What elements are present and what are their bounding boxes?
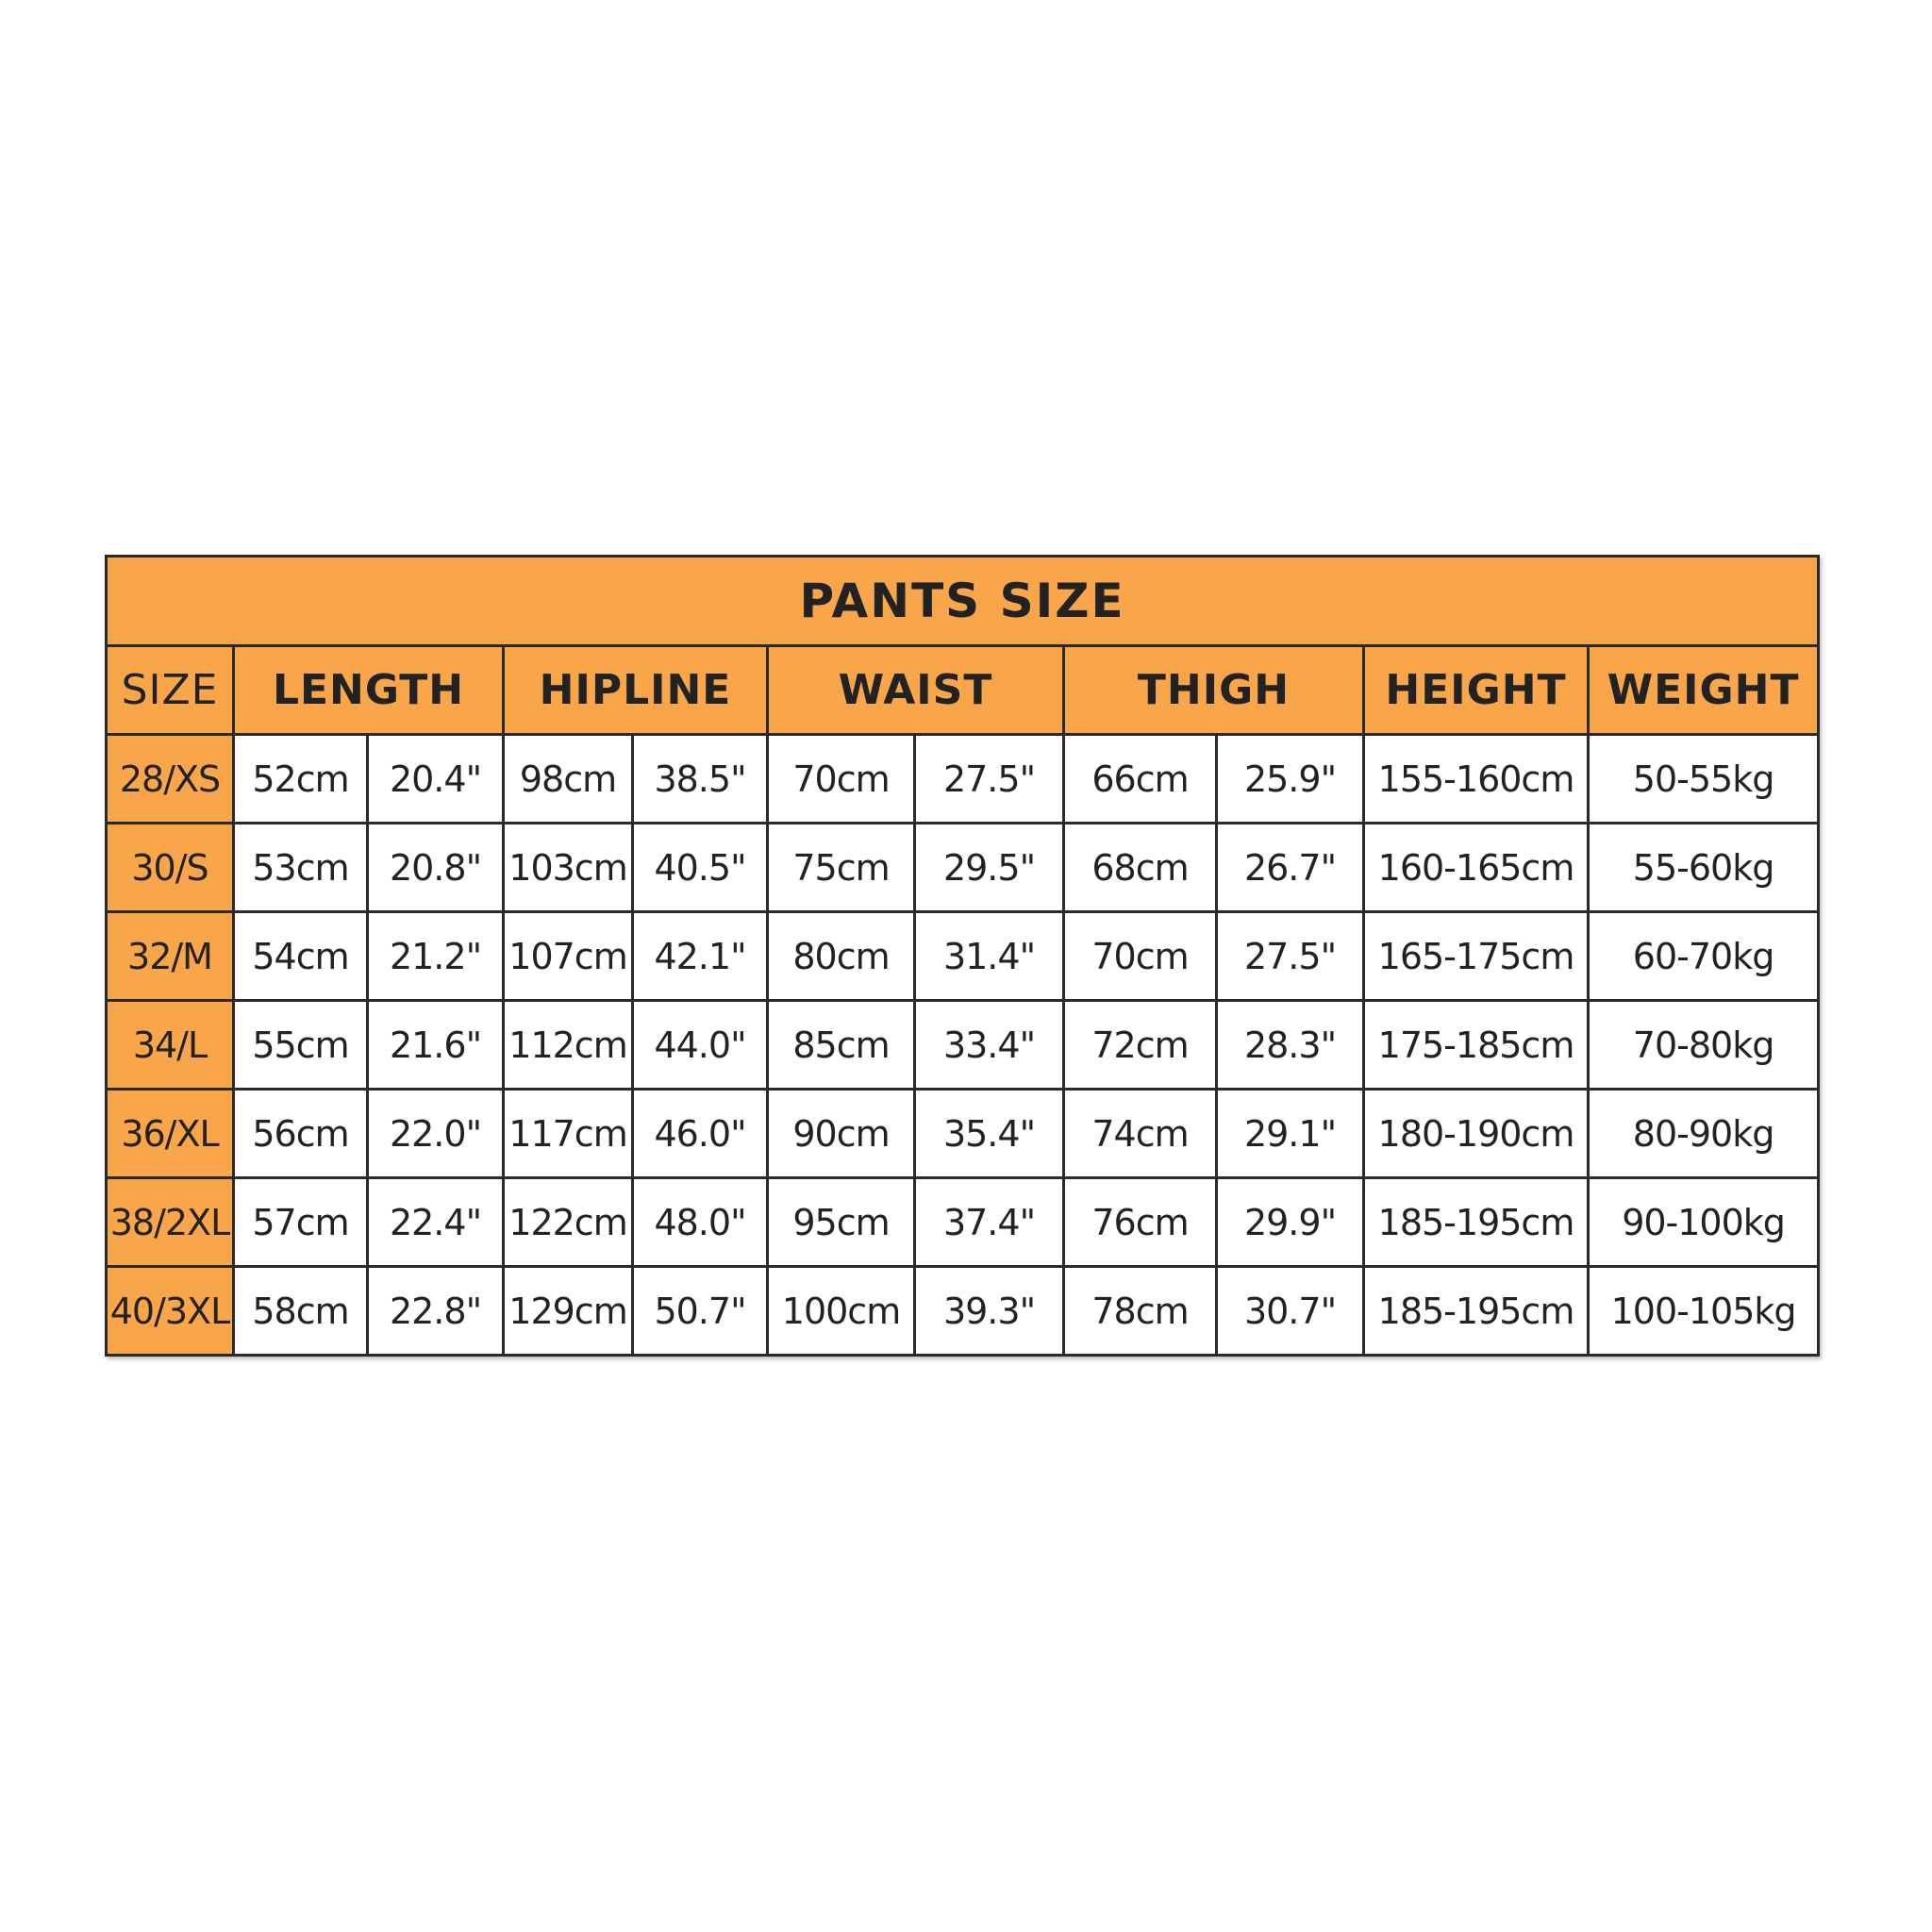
header-length: LENGTH [232,644,505,736]
cell-height: 185-195cm [1362,1265,1590,1357]
cell-waist-in: 31.4" [913,910,1065,1002]
cell-waist-cm: 70cm [766,733,916,824]
cell-weight: 55-60kg [1586,822,1821,913]
header-size: SIZE [105,644,235,736]
cell-length-in: 22.4" [366,1176,505,1268]
cell-thigh-in: 29.9" [1215,1176,1365,1268]
cell-waist-in: 29.5" [913,822,1065,913]
cell-waist-cm: 85cm [766,999,916,1091]
cell-height: 155-160cm [1362,733,1590,824]
cell-hipline-cm: 129cm [502,1265,634,1357]
cell-length-cm: 58cm [232,1265,369,1357]
chart-title: PANTS SIZE [104,555,1821,647]
cell-length-cm: 54cm [232,910,369,1002]
pants-size-chart: PANTS SIZE SIZE LENGTH HIPLINE WAIST THI… [104,555,1821,1357]
cell-hipline-cm: 112cm [502,999,634,1091]
cell-thigh-in: 28.3" [1215,999,1365,1091]
cell-waist-cm: 80cm [766,910,916,1002]
cell-weight: 100-105kg [1586,1265,1821,1357]
cell-length-in: 22.0" [366,1088,505,1179]
cell-thigh-in: 25.9" [1215,733,1365,824]
table-row: 40/3XL 58cm 22.8" 129cm 50.7" 100cm 39.3" 78cm 3… [105,1265,1821,1357]
cell-waist-in: 37.4" [913,1176,1065,1268]
cell-length-in: 20.4" [366,733,505,824]
cell-waist-cm: 95cm [766,1176,916,1268]
cell-hipline-cm: 98cm [502,733,634,824]
cell-hipline-cm: 122cm [502,1176,634,1268]
cell-size: 28/XS [105,733,235,824]
cell-thigh-cm: 76cm [1062,1176,1218,1268]
cell-thigh-cm: 74cm [1062,1088,1218,1179]
cell-weight: 50-55kg [1586,733,1821,824]
cell-size: 38/2XL [105,1176,235,1268]
cell-hipline-in: 50.7" [631,1265,769,1357]
cell-weight: 80-90kg [1586,1088,1821,1179]
cell-thigh-in: 29.1" [1215,1088,1365,1179]
cell-waist-cm: 90cm [766,1088,916,1179]
cell-length-cm: 55cm [232,999,369,1091]
cell-size: 36/XL [105,1088,235,1179]
cell-hipline-in: 46.0" [631,1088,769,1179]
cell-size: 32/M [105,910,235,1002]
cell-hipline-in: 40.5" [631,822,769,913]
cell-waist-in: 27.5" [913,733,1065,824]
cell-length-in: 21.2" [366,910,505,1002]
cell-waist-in: 35.4" [913,1088,1065,1179]
cell-hipline-in: 44.0" [631,999,769,1091]
cell-height: 180-190cm [1362,1088,1590,1179]
cell-size: 40/3XL [105,1265,235,1357]
cell-length-cm: 56cm [232,1088,369,1179]
cell-length-cm: 57cm [232,1176,369,1268]
header-row: SIZE LENGTH HIPLINE WAIST THIGH HEIGHT W… [105,644,1821,736]
cell-length-cm: 53cm [232,822,369,913]
cell-weight: 90-100kg [1586,1176,1821,1268]
cell-hipline-cm: 103cm [502,822,634,913]
cell-length-in: 22.8" [366,1265,505,1357]
table-row: 36/XL 56cm 22.0" 117cm 46.0" 90cm 35.4" 74cm 29.… [105,1088,1821,1179]
header-waist: WAIST [766,644,1065,736]
cell-height: 175-185cm [1362,999,1590,1091]
cell-thigh-cm: 78cm [1062,1265,1218,1357]
cell-hipline-cm: 107cm [502,910,634,1002]
cell-hipline-cm: 117cm [502,1088,634,1179]
cell-thigh-in: 30.7" [1215,1265,1365,1357]
table-row: 34/L 55cm 21.6" 112cm 44.0" 85cm 33.4" 72cm 28.3… [105,999,1821,1091]
cell-height: 165-175cm [1362,910,1590,1002]
cell-thigh-cm: 66cm [1062,733,1218,824]
cell-hipline-in: 38.5" [631,733,769,824]
title-row: PANTS SIZE [104,555,1821,647]
cell-thigh-in: 27.5" [1215,910,1365,1002]
cell-thigh-cm: 68cm [1062,822,1218,913]
cell-length-in: 21.6" [366,999,505,1091]
cell-weight: 60-70kg [1586,910,1821,1002]
cell-height: 160-165cm [1362,822,1590,913]
cell-thigh-in: 26.7" [1215,822,1365,913]
cell-waist-in: 39.3" [913,1265,1065,1357]
cell-height: 185-195cm [1362,1176,1590,1268]
cell-hipline-in: 48.0" [631,1176,769,1268]
table-row: 28/XS 52cm 20.4" 98cm 38.5" 70cm 27.5" 66cm 25.9… [105,733,1821,824]
header-hipline: HIPLINE [502,644,769,736]
cell-weight: 70-80kg [1586,999,1821,1091]
cell-waist-cm: 75cm [766,822,916,913]
header-thigh: THIGH [1062,644,1365,736]
cell-thigh-cm: 72cm [1062,999,1218,1091]
table-row: 38/2XL 57cm 22.4" 122cm 48.0" 95cm 37.4" 76cm 29… [105,1176,1821,1268]
cell-thigh-cm: 70cm [1062,910,1218,1002]
cell-size: 34/L [105,999,235,1091]
cell-waist-cm: 100cm [766,1265,916,1357]
header-weight: WEIGHT [1586,644,1821,736]
cell-size: 30/S [105,822,235,913]
cell-waist-in: 33.4" [913,999,1065,1091]
cell-length-cm: 52cm [232,733,369,824]
cell-length-in: 20.8" [366,822,505,913]
cell-hipline-in: 42.1" [631,910,769,1002]
header-height: HEIGHT [1362,644,1590,736]
table-row: 30/S 53cm 20.8" 103cm 40.5" 75cm 29.5" 68cm 26.7… [105,822,1821,913]
table-row: 32/M 54cm 21.2" 107cm 42.1" 80cm 31.4" 70cm 27.5… [105,910,1821,1002]
